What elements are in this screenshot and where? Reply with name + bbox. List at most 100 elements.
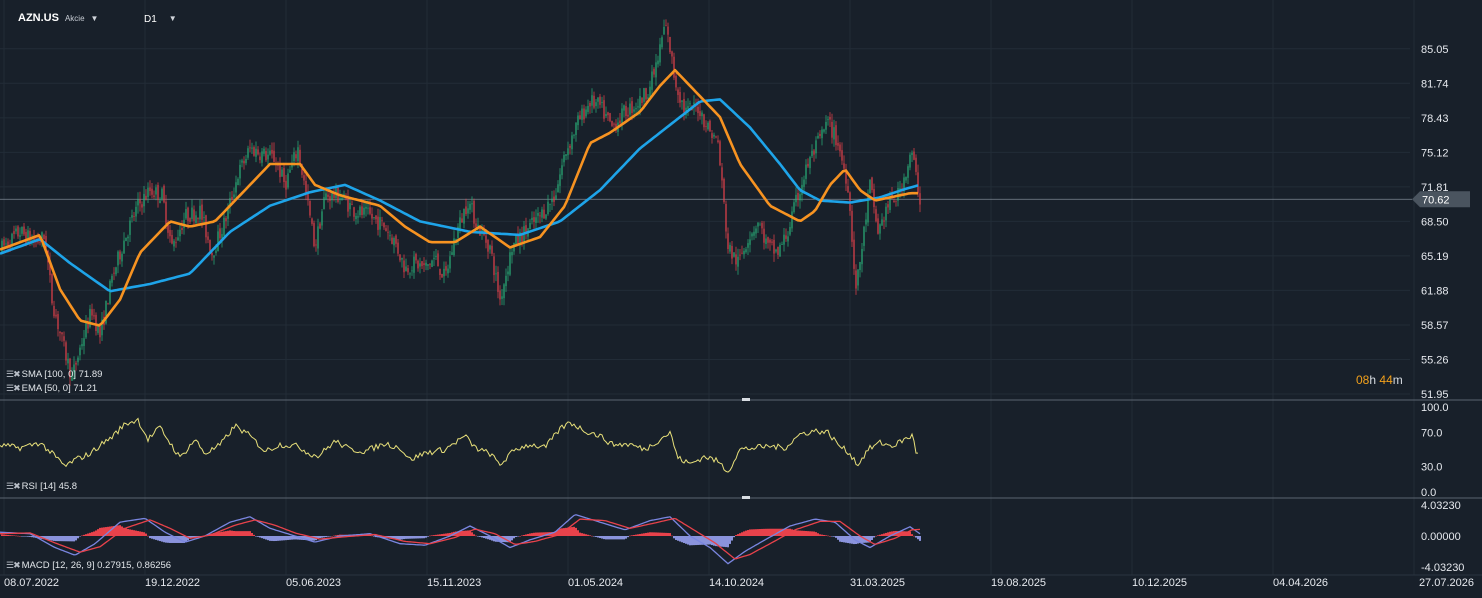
macd-histogram-bar — [689, 536, 691, 546]
symbol-dropdown-caret-icon[interactable]: ▼ — [90, 13, 99, 23]
candle-body — [705, 126, 707, 127]
macd-histogram-bar — [827, 535, 829, 537]
candle-body — [279, 164, 281, 178]
macd-histogram-bar — [527, 533, 529, 536]
candle-body — [269, 150, 271, 155]
candle-body — [493, 256, 495, 276]
candle-body — [331, 191, 333, 201]
candle-body — [387, 231, 389, 233]
symbol-selector[interactable]: AZN.US Akcie ▼ — [18, 12, 98, 24]
price-axis-tick-label: 55.26 — [1421, 354, 1449, 366]
macd-histogram-bar — [557, 529, 559, 536]
macd-histogram-bar — [719, 536, 721, 547]
candle-body — [61, 332, 63, 335]
macd-histogram-bar — [451, 532, 453, 536]
macd-histogram-bar — [725, 536, 727, 548]
candle-body — [465, 206, 467, 215]
candle-body — [765, 238, 767, 245]
macd-histogram-bar — [673, 536, 675, 539]
timer-hours-unit: h — [1369, 373, 1377, 387]
macd-histogram-bar — [63, 536, 65, 542]
macd-histogram-bar — [419, 536, 421, 539]
candle-body — [563, 155, 565, 163]
indicator-settings-icon[interactable]: ☰✖ — [6, 383, 21, 393]
candle-body — [407, 268, 409, 273]
candle-body — [461, 218, 463, 223]
time-axis-tick-label: 04.04.2026 — [1273, 577, 1328, 589]
ema-legend[interactable]: ☰✖ EMA [50, 0] 71.21 — [6, 383, 97, 394]
timeframe-dropdown-caret-icon[interactable]: ▼ — [168, 14, 177, 23]
macd-histogram-bar — [737, 534, 739, 536]
macd-histogram-bar — [683, 536, 685, 544]
macd-histogram-bar — [409, 536, 411, 539]
macd-histogram-bar — [759, 529, 761, 536]
macd-histogram-bar — [779, 528, 781, 536]
candle-body — [361, 206, 363, 215]
indicator-settings-icon[interactable]: ☰✖ — [6, 369, 21, 379]
candle-body — [557, 184, 559, 193]
macd-histogram-bar — [795, 530, 797, 536]
timeframe-selector[interactable]: D1 ▼ — [144, 14, 177, 25]
candle-body — [349, 202, 351, 210]
macd-histogram-bar — [615, 536, 617, 540]
timer-hours: 08 — [1356, 373, 1370, 387]
candle-body — [443, 268, 445, 277]
rsi-legend-label: RSI [14] 45.8 — [21, 481, 78, 492]
candle-body — [523, 226, 525, 244]
candle-body — [341, 197, 343, 201]
candle-body — [193, 209, 195, 221]
candle-body — [191, 207, 193, 220]
macd-histogram-bar — [69, 536, 71, 542]
price-axis-tick-label: 71.81 — [1421, 182, 1449, 194]
candle-body — [533, 217, 535, 222]
candle-body — [159, 200, 161, 204]
macd-histogram-bar — [103, 527, 105, 536]
candle-body — [579, 115, 581, 120]
macd-legend[interactable]: ☰✖ MACD [12, 26, 9] 0.27915, 0.86256 — [6, 560, 171, 571]
candle-body — [751, 233, 753, 237]
indicator-settings-icon[interactable]: ☰✖ — [6, 560, 21, 570]
rsi-legend[interactable]: ☰✖ RSI [14] 45.8 — [6, 481, 77, 492]
candle-body — [271, 149, 273, 154]
candle-body — [919, 193, 921, 205]
macd-histogram-bar — [551, 532, 553, 536]
candle-body — [903, 177, 905, 192]
sma-legend[interactable]: ☰✖ SMA [100, 0] 71.89 — [6, 369, 102, 380]
candle-body — [181, 227, 183, 230]
candle-body — [725, 203, 727, 232]
macd-histogram-bar — [485, 536, 487, 539]
macd-histogram-bar — [541, 532, 543, 536]
macd-histogram-bar — [599, 536, 601, 539]
macd-histogram-bar — [587, 534, 589, 536]
macd-histogram-bar — [471, 532, 473, 536]
macd-histogram-bar — [861, 536, 863, 543]
candle-body — [839, 144, 841, 152]
candle-body — [409, 273, 411, 275]
candle-body — [147, 187, 149, 198]
macd-histogram-bar — [159, 536, 161, 542]
candle-body — [363, 207, 365, 215]
macd-histogram-bar — [519, 536, 521, 537]
macd-histogram-bar — [23, 536, 25, 537]
indicator-settings-icon[interactable]: ☰✖ — [6, 481, 21, 491]
macd-histogram-bar — [883, 533, 885, 536]
candle-body — [65, 342, 67, 361]
candle-body — [459, 217, 461, 230]
candle-body — [783, 234, 785, 245]
time-axis-tick-label: 19.12.2022 — [145, 577, 200, 589]
macd-histogram-bar — [807, 531, 809, 536]
macd-histogram-bar — [27, 536, 29, 537]
macd-histogram-bar — [425, 536, 427, 538]
macd-histogram-bar — [667, 532, 669, 536]
macd-histogram-bar — [13, 535, 15, 536]
candle-body — [561, 165, 563, 176]
timer-minutes: 44 — [1379, 373, 1393, 387]
candle-body — [831, 121, 833, 138]
macd-histogram-bar — [181, 536, 183, 543]
candle-body — [325, 193, 327, 200]
candle-body — [697, 106, 699, 114]
macd-histogram-bar — [881, 534, 883, 536]
candle-body — [547, 201, 549, 215]
candle-body — [117, 251, 119, 266]
